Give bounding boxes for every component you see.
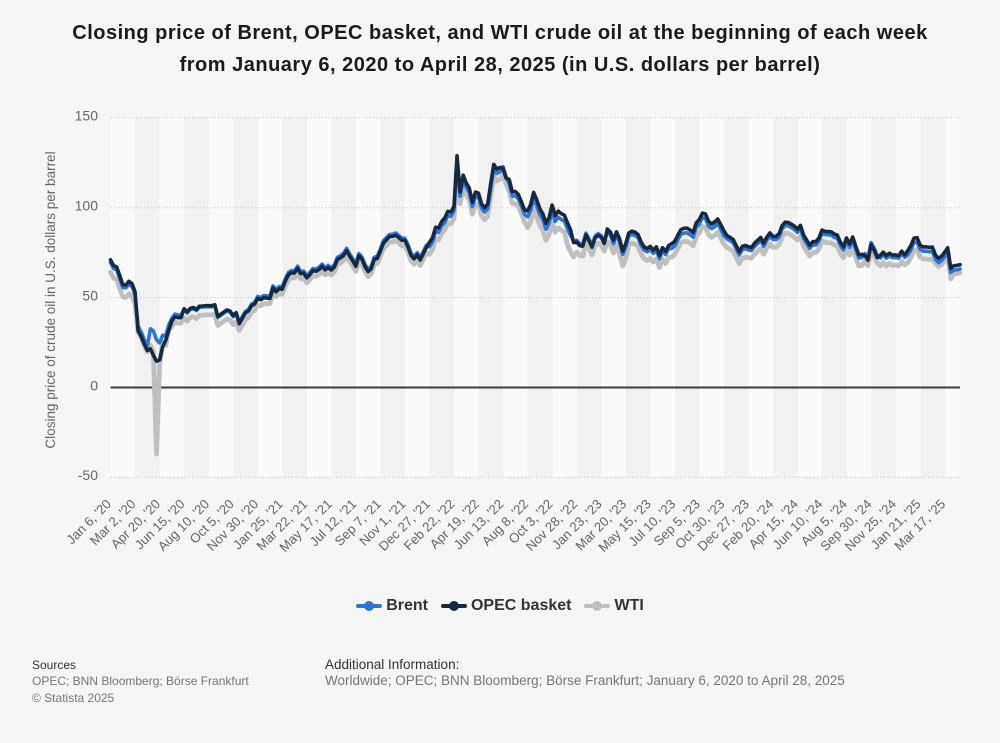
- svg-text:150: 150: [75, 108, 99, 124]
- svg-text:0: 0: [90, 377, 98, 393]
- svg-text:50: 50: [82, 287, 98, 303]
- svg-text:100: 100: [75, 198, 99, 214]
- svg-text:-50: -50: [78, 467, 98, 483]
- svg-text:Closing price of crude oil in: Closing price of crude oil in U.S. dolla…: [43, 151, 58, 448]
